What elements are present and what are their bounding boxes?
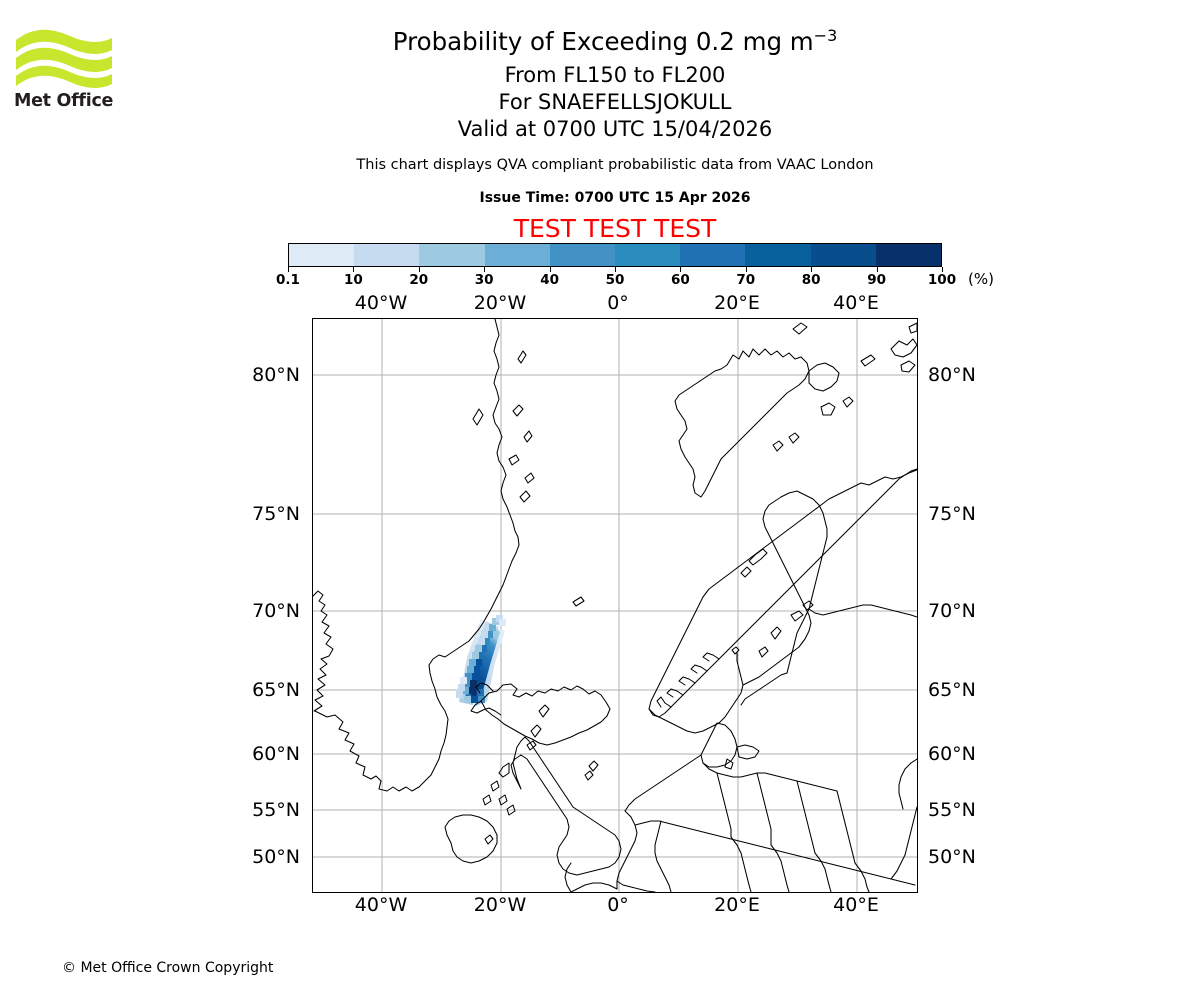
colorbar-gradient xyxy=(288,243,942,267)
issue-time: Issue Time: 0700 UTC 15 Apr 2026 xyxy=(479,190,751,206)
lat-tick-right-55: 55°N xyxy=(928,799,976,821)
colorbar-tick-label-100: 100 xyxy=(927,272,957,288)
map-coastlines xyxy=(313,319,917,892)
qva-note: This chart displays QVA compliant probab… xyxy=(356,157,874,173)
valid-time-subtitle: Valid at 0700 UTC 15/04/2026 xyxy=(457,117,773,141)
copyright-notice: © Met Office Crown Copyright xyxy=(62,960,274,976)
page-title-text: Probability of Exceeding 0.2 mg m xyxy=(392,27,814,56)
lat-tick-right-60: 60°N xyxy=(928,743,976,765)
lon-tick-top-0: 0° xyxy=(607,292,629,314)
colorbar-tick-label-90: 90 xyxy=(867,272,886,288)
colorbar-tick-label-10: 10 xyxy=(343,272,363,288)
colorbar-tick-label-30: 30 xyxy=(474,272,494,288)
colorbar-tick-10 xyxy=(353,267,355,272)
logo-text: Met Office xyxy=(14,91,114,111)
lat-tick-right-50: 50°N xyxy=(928,846,976,868)
colorbar-segment-0 xyxy=(289,244,355,266)
colorbar-segment-4 xyxy=(549,244,616,266)
lat-tick-left-75: 75°N xyxy=(252,503,300,525)
lon-tick-bottom-20: 20°E xyxy=(714,894,760,916)
colorbar-segment-1 xyxy=(354,244,420,266)
lat-tick-left-60: 60°N xyxy=(252,743,300,765)
colorbar-tick-label-50: 50 xyxy=(605,272,625,288)
colorbar-segment-8 xyxy=(810,244,876,266)
lon-tick-top-20: 20°E xyxy=(714,292,760,314)
colorbar-tick-100 xyxy=(942,267,943,272)
map-gridlines xyxy=(313,319,917,892)
page-title: Probability of Exceeding 0.2 mg m−3 xyxy=(110,27,1120,57)
colorbar-tick-70 xyxy=(745,267,747,272)
colorbar-segment-5 xyxy=(615,244,681,266)
colorbar-segment-9 xyxy=(875,244,942,266)
colorbar-tick-50 xyxy=(615,267,616,272)
colorbar-segment-2 xyxy=(419,244,485,266)
colorbar-tick-label-0.1: 0.1 xyxy=(276,272,300,288)
lat-tick-left-55: 55°N xyxy=(252,799,300,821)
lon-tick-top--20: 20°W xyxy=(473,292,527,314)
colorbar-tick-label-60: 60 xyxy=(670,272,690,288)
met-office-waves-icon xyxy=(16,29,112,88)
colorbar-tick-90 xyxy=(876,267,878,272)
lat-tick-left-70: 70°N xyxy=(252,600,300,622)
map-canvas xyxy=(313,319,917,892)
lat-tick-right-70: 70°N xyxy=(928,600,976,622)
colorbar-tick-label-70: 70 xyxy=(736,272,756,288)
colorbar-tick-0.1 xyxy=(288,267,289,272)
colorbar-unit-label: (%) xyxy=(968,270,994,288)
colorbar-tick-20 xyxy=(418,267,420,272)
colorbar-tick-label-40: 40 xyxy=(540,272,559,288)
plume-pixel-cells xyxy=(456,615,506,703)
lat-tick-left-50: 50°N xyxy=(252,846,300,868)
colorbar-tick-30 xyxy=(484,267,486,272)
page-title-exponent: −3 xyxy=(813,25,838,45)
lat-tick-right-80: 80°N xyxy=(928,364,976,386)
ash-plume-probability-field xyxy=(456,615,506,707)
lon-tick-bottom--20: 20°W xyxy=(473,894,527,916)
lon-tick-bottom-0: 0° xyxy=(607,894,629,916)
colorbar-segment-3 xyxy=(484,244,550,266)
colorbar-tick-40 xyxy=(549,267,551,272)
colorbar-tick-80 xyxy=(811,267,813,272)
met-office-logo: Met Office xyxy=(14,24,124,114)
probability-colorbar: 0.1 10 20 30 40 50 60 70 80 90 100 xyxy=(276,243,956,288)
lat-tick-right-75: 75°N xyxy=(928,503,976,525)
colorbar-tick-60 xyxy=(680,267,682,272)
lat-tick-left-80: 80°N xyxy=(252,364,300,386)
lon-tick-top-40: 40°E xyxy=(833,292,879,314)
lon-tick-top--40: 40°W xyxy=(354,292,408,314)
colorbar-segment-7 xyxy=(745,244,811,266)
lat-tick-right-65: 65°N xyxy=(928,679,976,701)
volcano-subtitle: For SNAEFELLSJOKULL xyxy=(498,90,732,114)
map-plot-area[interactable] xyxy=(312,318,918,893)
lon-tick-bottom--40: 40°W xyxy=(354,894,408,916)
lat-tick-left-65: 65°N xyxy=(252,679,300,701)
test-banner: TEST TEST TEST xyxy=(513,214,717,243)
colorbar-segment-6 xyxy=(680,244,746,266)
colorbar-tick-label-20: 20 xyxy=(409,272,429,288)
lon-tick-bottom-40: 40°E xyxy=(833,894,879,916)
flight-level-subtitle: From FL150 to FL200 xyxy=(504,63,726,87)
colorbar-tick-label-80: 80 xyxy=(801,272,821,288)
